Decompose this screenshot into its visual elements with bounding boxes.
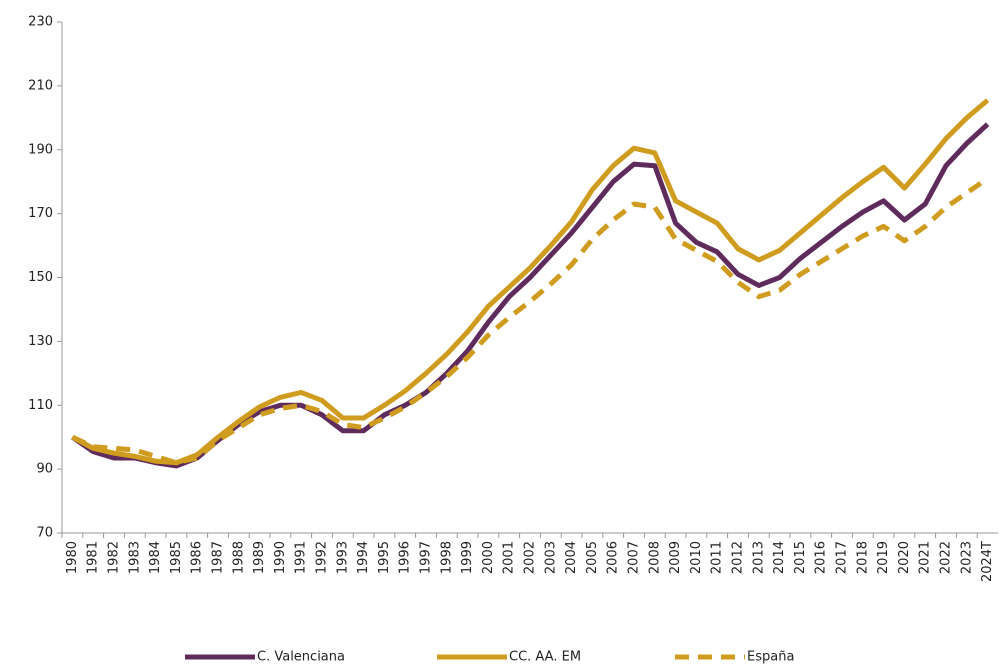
x-tick-label: 2019 bbox=[876, 541, 891, 574]
x-tick-label: 1990 bbox=[273, 541, 288, 574]
x-tick-label: 2024T bbox=[980, 541, 995, 582]
x-tick-label: 2018 bbox=[855, 541, 870, 574]
x-tick-label: 2007 bbox=[627, 541, 642, 574]
y-tick-label: 110 bbox=[28, 398, 53, 413]
x-tick-label: 1998 bbox=[439, 541, 454, 574]
x-tick-label: 2011 bbox=[710, 541, 725, 574]
series-line bbox=[71, 98, 990, 466]
x-tick-label: 1999 bbox=[460, 541, 475, 574]
x-tick-label: 1997 bbox=[419, 541, 434, 574]
x-tick-label: 2012 bbox=[731, 541, 746, 574]
x-tick-label: 2004 bbox=[564, 541, 579, 574]
x-tick-label: 2022 bbox=[939, 541, 954, 574]
x-tick-label: 2020 bbox=[897, 541, 912, 574]
y-tick-label: 70 bbox=[36, 526, 53, 541]
x-tick-label: 1994 bbox=[356, 541, 371, 574]
x-tick-label: 1992 bbox=[315, 541, 330, 574]
x-tick-label: 1987 bbox=[211, 541, 226, 574]
series-line bbox=[71, 176, 990, 466]
y-tick-label: 150 bbox=[28, 270, 53, 285]
legend-label: España bbox=[747, 650, 794, 665]
y-tick-label: 90 bbox=[36, 462, 53, 477]
x-tick-label: 2005 bbox=[585, 541, 600, 574]
x-tick-label: 2017 bbox=[835, 541, 850, 574]
x-tick-label: 2013 bbox=[751, 541, 766, 574]
y-tick-label: 210 bbox=[28, 78, 53, 93]
x-tick-label: 1989 bbox=[252, 541, 267, 574]
x-tick-label: 2002 bbox=[523, 541, 538, 574]
x-tick-label: 2023 bbox=[959, 541, 974, 574]
x-tick-label: 1980 bbox=[65, 541, 80, 574]
y-tick-label: 230 bbox=[28, 15, 53, 30]
x-tick-label: 2014 bbox=[772, 541, 787, 574]
y-tick-label: 170 bbox=[28, 206, 53, 221]
x-tick-label: 2009 bbox=[668, 541, 683, 574]
x-tick-label: 1983 bbox=[127, 541, 142, 574]
series-line bbox=[70, 122, 990, 469]
x-tick-label: 1995 bbox=[377, 541, 392, 574]
x-tick-label: 2001 bbox=[502, 541, 517, 574]
legend-label: C. Valenciana bbox=[257, 650, 345, 665]
legend-label: CC. AA. EM bbox=[509, 650, 581, 665]
x-tick-label: 2015 bbox=[793, 541, 808, 574]
x-tick-label: 1996 bbox=[398, 541, 413, 574]
x-tick-label: 1988 bbox=[231, 541, 246, 574]
x-tick-label: 1985 bbox=[169, 541, 184, 574]
x-tick-label: 1986 bbox=[190, 541, 205, 574]
x-tick-label: 2016 bbox=[814, 541, 829, 574]
y-tick-label: 190 bbox=[28, 142, 53, 157]
x-tick-label: 2010 bbox=[689, 541, 704, 574]
x-tick-label: 1991 bbox=[294, 541, 309, 574]
x-tick-label: 1981 bbox=[86, 541, 101, 574]
x-tick-label: 2008 bbox=[647, 541, 662, 574]
x-tick-label: 2006 bbox=[606, 541, 621, 574]
x-tick-label: 1984 bbox=[148, 541, 163, 574]
x-tick-label: 1982 bbox=[107, 541, 122, 574]
x-tick-label: 2000 bbox=[481, 541, 496, 574]
x-tick-label: 1993 bbox=[335, 541, 350, 574]
x-tick-label: 2003 bbox=[543, 541, 558, 574]
y-tick-label: 130 bbox=[28, 334, 53, 349]
x-tick-label: 2021 bbox=[918, 541, 933, 574]
